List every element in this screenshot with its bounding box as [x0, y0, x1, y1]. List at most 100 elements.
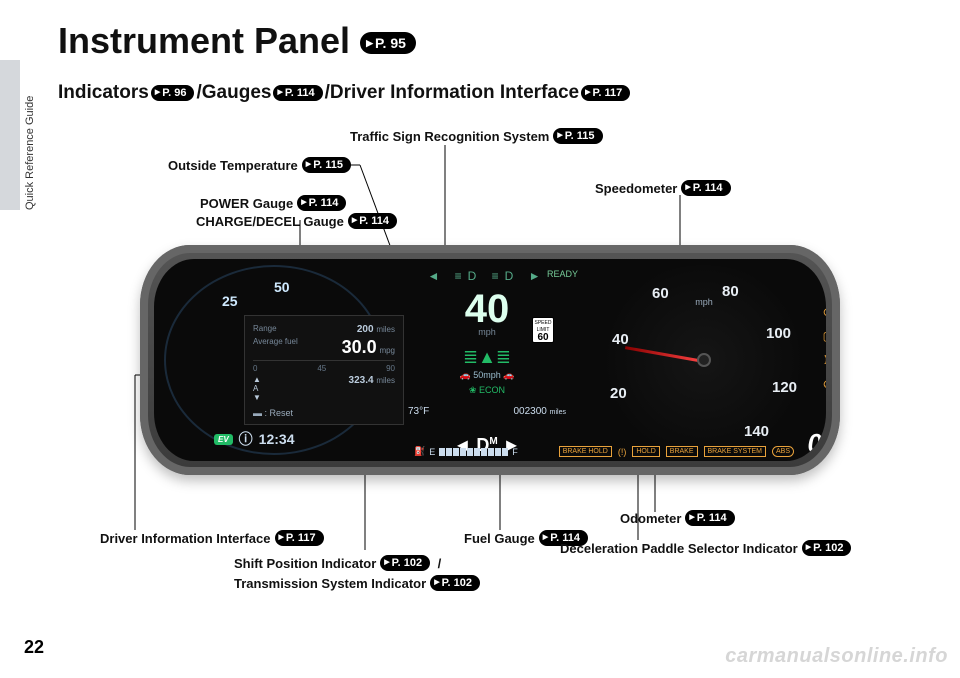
scale-tick: 45 [317, 364, 326, 373]
center-display: READY ◄ ≡D ≡D ► 40 mph SPEED LIMIT 60 ≣▲… [402, 269, 572, 454]
speedo-tick: 120 [772, 379, 797, 396]
page-ref-pill: P. 115 [302, 157, 351, 173]
page-title: Instrument Panel P. 95 [58, 20, 416, 62]
callout-label: CHARGE/DECEL Gauge [196, 214, 344, 229]
page-ref-pill: P. 114 [297, 195, 346, 211]
callout-label: Outside Temperature [168, 158, 298, 173]
range-value: 200 [357, 324, 374, 335]
trip-value: 323.4 [349, 375, 374, 386]
limit-value: 60 [533, 333, 553, 343]
lane-assist-icon: ≣▲≣ [402, 347, 572, 368]
power-gauge-dial: 25 50 75 100 Range 200 miles Average fue… [164, 265, 384, 455]
brake-indicator: BRAKE [666, 446, 698, 457]
odometer-unit: miles [550, 409, 566, 416]
subtitle-dii: /Driver Information Interface [325, 82, 579, 104]
watermark: carmanualsonline.info [725, 645, 948, 668]
page-ref-pill: P. 114 [685, 510, 734, 526]
reset-label: : Reset [265, 408, 294, 418]
outside-temp-value: 73°F [408, 406, 429, 417]
econ-indicator: ❀ ECON [402, 385, 572, 396]
subtitle-gauges: /Gauges [196, 82, 271, 104]
speedo-unit: mph [695, 297, 713, 307]
engine-warn-icon: ▢ [823, 329, 826, 343]
subtitle-indicators: Indicators [58, 82, 149, 104]
power-tick: 50 [274, 279, 290, 295]
callout-label: Traffic Sign Recognition System [350, 129, 549, 144]
callout-traffic-sign: Traffic Sign Recognition System P. 115 [350, 128, 603, 144]
instrument-cluster: 25 50 75 100 Range 200 miles Average fue… [140, 245, 840, 475]
brake-hold-indicator: BRAKE HOLD [559, 446, 612, 457]
speedo-tick: 100 [766, 325, 791, 342]
speed-limit-sign: SPEED LIMIT 60 [532, 317, 554, 343]
side-tab [0, 60, 20, 210]
page-ref-pill: P. 115 [553, 128, 602, 144]
clock-row: EV ⓘ 12:34 [214, 429, 294, 449]
power-tick: 25 [222, 293, 238, 309]
page-ref-pill: P. 102 [430, 575, 480, 591]
callout-speedometer: Speedometer P. 114 [595, 180, 731, 196]
callout-label: Speedometer [595, 181, 677, 196]
driver-info-display: Range 200 miles Average fuel 30.0 mpg 0 … [244, 315, 404, 425]
callout-label: POWER Gauge [200, 196, 293, 211]
tpms-icon: (!) [618, 447, 627, 457]
speedometer-dial: mph 20 40 60 80 100 120 140 0 ⊙! ▢ ♜ ⊘ [594, 265, 814, 455]
page-ref-pill: P. 102 [802, 540, 852, 556]
warning-row: BRAKE HOLD (!) HOLD BRAKE BRAKE SYSTEM A… [559, 446, 794, 457]
subtitle: Indicators P. 96 /Gauges P. 114 /Driver … [58, 82, 630, 104]
cruise-speed: 50 [473, 370, 483, 380]
ev-badge: EV [214, 434, 233, 445]
callout-odometer: Odometer P. 114 [620, 510, 735, 526]
callout-charge-gauge: CHARGE/DECEL Gauge P. 114 [196, 213, 397, 229]
speedo-tick: 20 [610, 385, 627, 402]
callout-label: Deceleration Paddle Selector Indicator [560, 541, 798, 556]
speedo-tick: 60 [652, 285, 669, 302]
callout-trans-sys: Transmission System Indicator P. 102 [234, 575, 480, 591]
range-unit: miles [376, 325, 395, 334]
title-page-ref: P. 95 [360, 32, 416, 54]
seatbelt-warn-icon: ♜ [823, 353, 826, 367]
callout-label: Odometer [620, 511, 681, 526]
airbag-warn-icon: ⊘ [823, 377, 826, 391]
callout-label: Transmission System Indicator [234, 576, 426, 591]
callout-decel-paddle: Deceleration Paddle Selector Indicator P… [560, 540, 851, 556]
econ-label: ECON [479, 385, 505, 395]
fuel-full-label: F [512, 447, 518, 457]
manual-page: Quick Reference Guide Instrument Panel P… [0, 0, 960, 678]
page-ref-pill: P. 102 [380, 555, 430, 571]
subtitle-ref3: P. 117 [581, 85, 630, 101]
speedo-tick: 80 [722, 283, 739, 300]
subtitle-ref1: P. 96 [151, 85, 195, 101]
title-text: Instrument Panel [58, 20, 350, 61]
page-ref-pill: P. 114 [681, 180, 730, 196]
side-section-label: Quick Reference Guide [24, 96, 36, 210]
cruise-row: 🚗 50mph 🚗 [402, 370, 572, 381]
cluster-inner: 25 50 75 100 Range 200 miles Average fue… [154, 259, 826, 461]
avg-fuel-value: 30.0 [342, 337, 377, 357]
fuel-empty-label: E [429, 447, 435, 457]
fuel-icon: ⛽ [414, 446, 425, 457]
cruise-unit: mph [483, 370, 501, 380]
subtitle-ref2: P. 114 [273, 85, 322, 101]
range-label: Range [253, 324, 277, 335]
page-ref-pill: P. 117 [275, 530, 324, 546]
temp-odo-row: 73°F 002300 miles [402, 406, 572, 417]
callout-label: Driver Information Interface [100, 531, 271, 546]
brake-system-indicator: BRAKE SYSTEM [704, 446, 766, 457]
ready-indicator: READY [547, 269, 578, 279]
speedo-digital: 0 [808, 428, 822, 459]
speedo-hub [697, 353, 711, 367]
speedo-tick: 140 [744, 423, 769, 440]
avg-fuel-unit: mpg [379, 346, 395, 355]
callout-label: Fuel Gauge [464, 531, 535, 546]
callout-outside-temp: Outside Temperature P. 115 [168, 157, 351, 173]
steering-warn-icon: ⊙! [823, 305, 826, 319]
reset-hint: ▬ [253, 408, 265, 418]
page-ref-pill: P. 114 [348, 213, 397, 229]
callout-shift-pos: Shift Position Indicator P. 102 / [234, 555, 441, 571]
callout-label: Shift Position Indicator [234, 556, 376, 571]
callout-dii: Driver Information Interface P. 117 [100, 530, 324, 546]
info-icon: ⓘ [239, 429, 253, 449]
scale-tick: 90 [386, 364, 395, 373]
abs-indicator: ABS [772, 446, 794, 457]
hold-indicator: HOLD [632, 446, 659, 457]
